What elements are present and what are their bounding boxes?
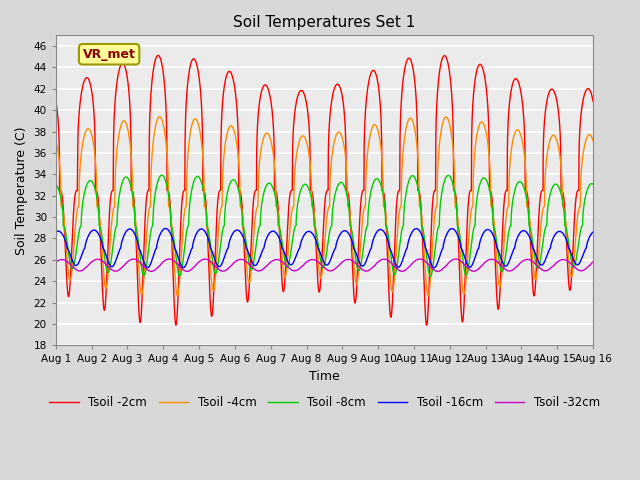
Tsoil -4cm: [167, 215, 175, 220]
Tsoil -32cm: [52, 259, 60, 265]
Tsoil -8cm: [158, 172, 166, 178]
Tsoil -4cm: [589, 138, 597, 144]
Tsoil -16cm: [162, 226, 170, 231]
Tsoil -16cm: [167, 232, 175, 238]
Tsoil -4cm: [589, 137, 596, 143]
Tsoil -32cm: [167, 256, 175, 262]
Y-axis label: Soil Temperature (C): Soil Temperature (C): [15, 126, 28, 254]
Tsoil -32cm: [538, 267, 546, 273]
Tsoil -16cm: [202, 230, 210, 236]
Tsoil -8cm: [52, 181, 60, 187]
Tsoil -2cm: [154, 52, 162, 58]
Tsoil -32cm: [589, 259, 596, 265]
Tsoil -32cm: [589, 259, 597, 265]
Tsoil -8cm: [202, 207, 210, 213]
Tsoil -2cm: [423, 323, 431, 328]
Tsoil -8cm: [387, 248, 394, 253]
Tsoil -16cm: [52, 229, 60, 235]
Tsoil -2cm: [387, 311, 394, 317]
Tsoil -2cm: [589, 97, 596, 103]
Line: Tsoil -16cm: Tsoil -16cm: [56, 228, 593, 268]
Tsoil -4cm: [387, 275, 394, 280]
Tsoil -4cm: [424, 293, 432, 299]
Tsoil -2cm: [589, 98, 597, 104]
Tsoil -16cm: [387, 246, 394, 252]
Tsoil -2cm: [377, 110, 385, 116]
Tsoil -32cm: [377, 257, 385, 263]
Tsoil -8cm: [589, 181, 597, 187]
Tsoil -8cm: [167, 223, 175, 228]
Tsoil -2cm: [52, 98, 60, 104]
Tsoil -16cm: [377, 227, 385, 232]
Tsoil -16cm: [589, 229, 596, 235]
Tsoil -32cm: [202, 256, 210, 262]
Title: Soil Temperatures Set 1: Soil Temperatures Set 1: [233, 15, 415, 30]
Tsoil -32cm: [165, 256, 173, 262]
Tsoil -4cm: [202, 207, 210, 213]
Tsoil -2cm: [538, 188, 546, 193]
Line: Tsoil -4cm: Tsoil -4cm: [56, 117, 593, 296]
Legend: Tsoil -2cm, Tsoil -4cm, Tsoil -8cm, Tsoil -16cm, Tsoil -32cm: Tsoil -2cm, Tsoil -4cm, Tsoil -8cm, Tsoi…: [44, 392, 604, 414]
Tsoil -32cm: [434, 268, 442, 274]
Tsoil -16cm: [430, 265, 438, 271]
Line: Tsoil -2cm: Tsoil -2cm: [56, 55, 593, 325]
Tsoil -8cm: [538, 244, 546, 250]
X-axis label: Time: Time: [309, 370, 340, 383]
Tsoil -16cm: [589, 229, 597, 235]
Tsoil -2cm: [202, 201, 210, 207]
Line: Tsoil -8cm: Tsoil -8cm: [56, 175, 593, 276]
Tsoil -4cm: [377, 144, 385, 149]
Tsoil -8cm: [589, 181, 596, 187]
Tsoil -32cm: [387, 259, 394, 265]
Tsoil -4cm: [52, 138, 60, 144]
Text: VR_met: VR_met: [83, 48, 136, 61]
Tsoil -4cm: [538, 210, 546, 216]
Tsoil -8cm: [426, 273, 434, 279]
Line: Tsoil -32cm: Tsoil -32cm: [56, 259, 593, 271]
Tsoil -2cm: [167, 218, 175, 224]
Tsoil -16cm: [538, 262, 546, 268]
Tsoil -8cm: [377, 182, 385, 188]
Tsoil -4cm: [156, 114, 163, 120]
